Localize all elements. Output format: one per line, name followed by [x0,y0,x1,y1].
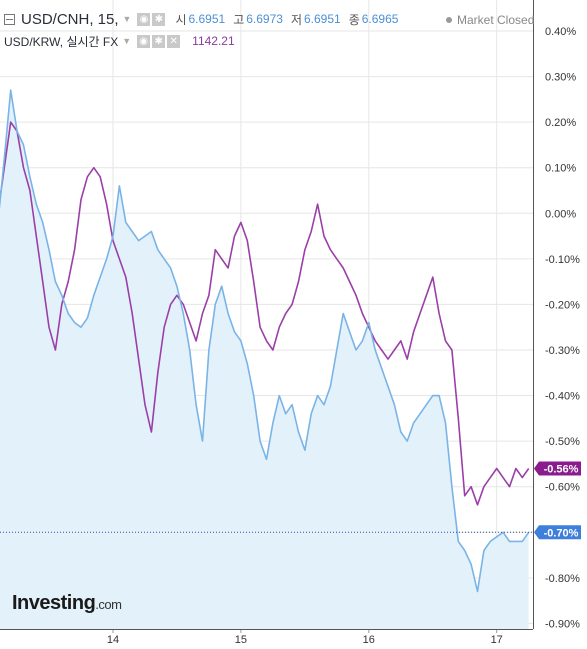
usd-cnh-badge-bg [534,525,581,540]
main-symbol-legend: USD/CNH, 15, ▼ ◉ ✱ 시 6.6951 고 6.6973 저 6… [4,10,398,28]
logo-suffix: .com [95,597,122,612]
main-area-fill [0,90,529,629]
x-tick-label: 16 [363,634,375,646]
chevron-down-icon[interactable]: ▼ [122,36,132,46]
gear-icon[interactable]: ✱ [152,12,166,26]
compare-value: 1142.21 [192,34,235,48]
compare-symbol-legend: USD/KRW, 실시간 FX ▼ ◉ ✱ ✕ 1142.21 [4,32,235,50]
y-tick-label: -0.80% [545,573,580,585]
usd-krw-badge-bg [534,461,581,476]
gear-icon[interactable]: ✱ [152,34,166,48]
low-value: 6.6951 [304,12,341,26]
compare-symbol-label[interactable]: USD/KRW, 실시간 FX [4,34,119,49]
market-status: Market Closed [446,13,534,27]
open-label: 시 [175,12,187,27]
y-tick-label: 0.10% [545,163,576,175]
y-tick-label: 0.30% [545,72,576,84]
y-tick-label: 0.00% [545,208,576,220]
logo-text: Investing [12,592,96,614]
y-tick-label: -0.60% [545,482,580,494]
high-value: 6.6973 [246,12,283,26]
collapse-icon[interactable] [4,13,15,25]
y-tick-label: -0.30% [545,345,580,357]
status-dot-icon [446,17,452,23]
open-value: 6.6951 [188,12,226,26]
x-tick-label: 15 [235,634,247,646]
y-tick-label: -0.40% [545,391,580,403]
high-label: 고 [233,12,245,27]
usd-cnh-badge-label: -0.70% [544,527,579,539]
investing-logo: Investing.com [12,592,122,615]
market-status-label: Market Closed [457,13,535,27]
value-badges: -0.56% -0.70% [534,461,581,540]
series-lines [0,89,530,593]
x-tick-label: 14 [107,634,119,646]
y-tick-label: -0.20% [545,299,580,311]
chevron-down-icon[interactable]: ▼ [122,14,132,24]
y-tick-label: -0.50% [545,436,580,448]
eye-icon[interactable]: ◉ [137,34,151,48]
low-label: 저 [290,12,302,27]
close-icon[interactable]: ✕ [167,34,181,48]
main-symbol-label[interactable]: USD/CNH, 15, [21,10,119,28]
main-series-area [0,90,529,629]
x-tick-label: 17 [491,634,503,646]
eye-icon[interactable]: ◉ [137,12,151,26]
close-value: 6.6965 [361,12,399,26]
usd-krw-badge-label: -0.56% [544,463,579,475]
y-tick-label: 0.40% [545,26,576,38]
y-tick-label: -0.10% [545,254,580,266]
close-label: 종 [348,12,360,27]
usd-cnh-line [0,89,530,593]
y-tick-label: -0.90% [545,618,580,630]
y-tick-label: 0.20% [545,117,576,129]
usd-krw-line [0,121,530,506]
